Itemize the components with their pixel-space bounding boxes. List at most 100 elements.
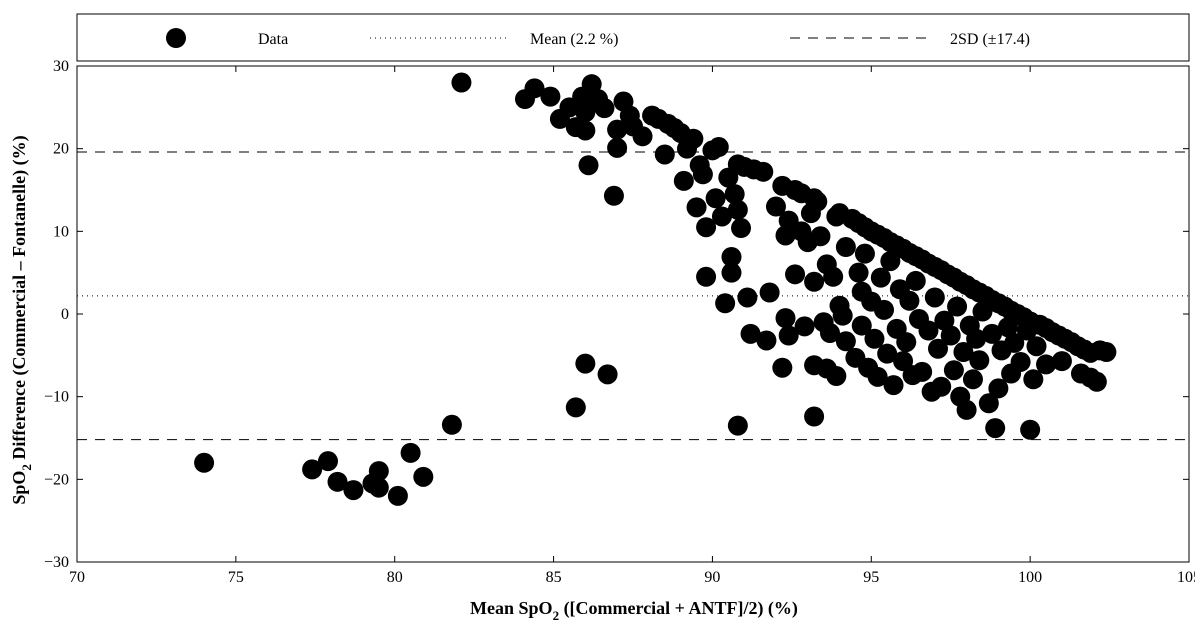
data-point — [848, 262, 869, 283]
data-point — [727, 415, 748, 436]
x-tick-label: 80 — [387, 569, 403, 586]
data-point — [854, 243, 875, 264]
x-axis-label-rest: ([Commercial + ANTF]/2) (%) — [559, 598, 798, 619]
data-point — [1036, 354, 1057, 375]
data-point — [721, 262, 742, 283]
data-point — [877, 343, 898, 364]
data-point — [775, 225, 796, 246]
data-point — [724, 184, 745, 205]
data-point — [918, 320, 939, 341]
y-tick-label: −10 — [44, 389, 69, 406]
data-point — [819, 323, 840, 344]
data-point — [1004, 332, 1025, 353]
data-point — [400, 442, 421, 463]
data-point — [575, 120, 596, 141]
data-point — [794, 316, 815, 337]
data-point — [899, 290, 920, 311]
x-axis-label: Mean SpO2 ([Commercial + ANTF]/2) (%) — [470, 598, 798, 623]
data-point — [1096, 342, 1117, 363]
data-point — [851, 315, 872, 336]
data-point — [883, 375, 904, 396]
data-point — [708, 137, 729, 158]
data-point — [943, 360, 964, 381]
data-point — [759, 282, 780, 303]
y-tick-label: 30 — [53, 58, 69, 75]
y-tick-label: −30 — [44, 554, 69, 571]
legend-box — [76, 13, 1190, 62]
data-point — [731, 218, 752, 239]
data-point — [368, 477, 389, 498]
x-tick-label: 105 — [1177, 569, 1195, 586]
data-point — [826, 366, 847, 386]
data-point — [575, 353, 596, 374]
legend: Data Mean (2.2 %) 2SD (±17.4) — [76, 13, 1190, 62]
y-tick-label: 0 — [61, 306, 69, 323]
data-point — [632, 126, 653, 147]
data-points — [194, 72, 1117, 506]
data-point — [721, 246, 742, 267]
data-point — [988, 378, 1009, 399]
data-point — [1026, 336, 1047, 357]
data-point — [575, 102, 596, 123]
data-point — [451, 72, 472, 93]
data-point — [705, 188, 726, 209]
data-point — [327, 471, 348, 492]
data-point — [785, 264, 806, 285]
data-point — [368, 461, 389, 482]
data-point — [1020, 419, 1041, 440]
data-point — [578, 155, 599, 176]
data-point — [594, 98, 615, 119]
data-point — [1051, 351, 1072, 372]
data-point — [962, 369, 983, 390]
data-point — [692, 164, 713, 185]
legend-2sd-label: 2SD (±17.4) — [950, 31, 1030, 48]
data-point — [524, 78, 545, 99]
y-axis-label: SpO2 Difference (Commercial – Fontanelle… — [9, 135, 34, 504]
data-point — [603, 185, 624, 206]
data-point — [896, 332, 917, 353]
data-point — [969, 350, 990, 371]
data-point — [727, 199, 748, 220]
y-axis-label-rest: Difference (Commercial – Fontanelle) (%) — [9, 135, 30, 464]
data-point — [807, 191, 828, 212]
x-tick-label: 85 — [546, 569, 562, 586]
data-point — [778, 325, 799, 346]
data-point — [982, 323, 1003, 344]
data-point — [565, 397, 586, 418]
legend-data-marker — [166, 28, 186, 48]
data-point — [870, 267, 891, 288]
data-point — [867, 366, 888, 387]
data-point — [753, 161, 774, 182]
data-point — [940, 325, 961, 346]
data-point — [873, 299, 894, 320]
data-point — [893, 351, 914, 372]
data-point — [740, 323, 761, 344]
data-point — [966, 328, 987, 349]
data-point — [931, 376, 952, 397]
data-point — [756, 330, 777, 351]
data-point — [696, 217, 717, 238]
x-axis-label-sub: 2 — [553, 608, 560, 623]
data-point — [928, 338, 949, 359]
data-point — [880, 251, 901, 272]
data-point — [905, 270, 926, 291]
data-point — [715, 293, 736, 314]
data-point — [947, 296, 968, 317]
x-axis: 70 75 80 85 90 95 100 105 — [69, 66, 1195, 586]
data-point — [654, 144, 675, 165]
y-axis: −30 −20 −10 0 10 20 30 — [44, 58, 1189, 571]
y-tick-label: 10 — [53, 223, 69, 240]
data-point — [804, 271, 825, 292]
reference-lines — [77, 151, 1189, 441]
data-point — [696, 266, 717, 287]
data-point — [1010, 351, 1031, 372]
data-point — [686, 197, 707, 218]
y-tick-label: 20 — [53, 141, 69, 158]
data-point — [597, 364, 618, 385]
x-tick-label: 75 — [228, 569, 244, 586]
data-point — [387, 485, 408, 506]
data-point — [823, 266, 844, 287]
data-point — [711, 206, 732, 227]
y-tick-label: −20 — [44, 471, 69, 488]
